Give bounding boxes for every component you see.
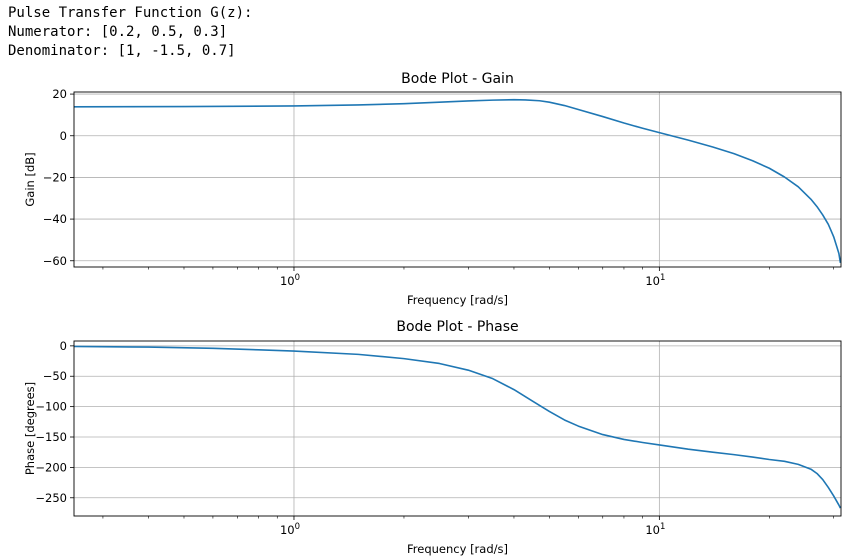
- header-line-numerator: Numerator: [0.2, 0.5, 0.3]: [8, 24, 228, 40]
- phase-y-tick-label: −50: [43, 369, 67, 383]
- gain-y-axis-label: Gain [dB]: [23, 152, 37, 206]
- gain-axes-frame: [73, 91, 842, 268]
- gain-y-tick-label: −20: [43, 170, 67, 184]
- phase-axes-frame: [73, 340, 842, 517]
- gain-y-tick-label: −60: [43, 254, 67, 268]
- phase-x-axis-label: Frequency [rad/s]: [407, 542, 508, 556]
- gain-series-line: [73, 98, 842, 263]
- header-line-denominator: Denominator: [1, -1.5, 0.7]: [8, 43, 236, 59]
- phase-plot: 100 101 0 −50 −100 −150 −200 −250 Bode Plot - Ph…: [23, 319, 842, 556]
- gain-x-tick-label: 100: [280, 273, 300, 288]
- gain-x-axis-label: Frequency [rad/s]: [407, 293, 508, 307]
- phase-x-tick-label: 100: [280, 522, 300, 537]
- gain-title: Bode Plot - Gain: [401, 71, 514, 87]
- phase-y-tick-label: 0: [60, 339, 67, 353]
- phase-y-tick-label: −150: [35, 430, 67, 444]
- phase-y-tick-label: −200: [35, 460, 67, 474]
- phase-y-axis-label: Phase [degrees]: [23, 382, 37, 475]
- phase-y-tick-label: −250: [35, 491, 67, 505]
- gain-y-tick-label: 20: [52, 87, 67, 101]
- header-line-title: Pulse Transfer Function G(z):: [8, 5, 253, 21]
- gain-plot: 100 101 20 0 −20 −40 −60 Bode Plot - Gain Freque…: [23, 71, 842, 307]
- phase-x-tick-label: 101: [645, 522, 665, 537]
- phase-series-line: [73, 345, 842, 509]
- gain-y-tick-label: 0: [60, 129, 67, 143]
- phase-title: Bode Plot - Phase: [396, 319, 518, 335]
- gain-y-tick-label: −40: [43, 212, 67, 226]
- gain-x-tick-label: 101: [645, 273, 665, 288]
- phase-y-tick-label: −100: [35, 400, 67, 414]
- transfer-function-info: Pulse Transfer Function G(z): Numerator: …: [8, 4, 252, 61]
